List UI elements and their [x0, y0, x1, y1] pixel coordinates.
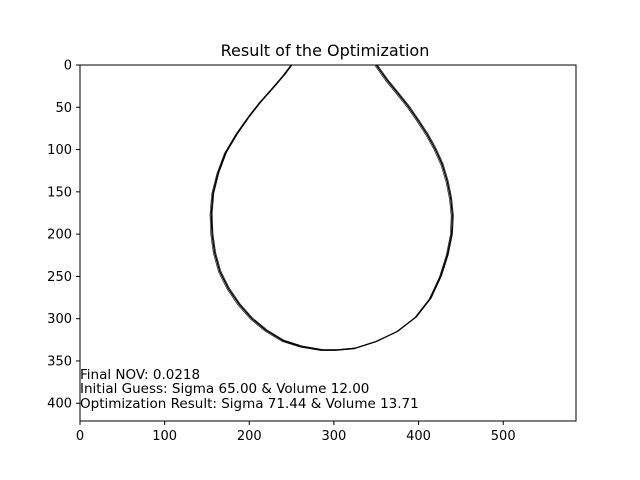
y-tick-label: 200 [47, 228, 72, 243]
x-tick-label: 400 [406, 429, 431, 444]
y-axis: 0 50 100 150 200 250 300 350 400 [47, 59, 80, 412]
y-tick-label: 150 [47, 185, 72, 200]
y-tick-label: 100 [47, 143, 72, 158]
annotation-optimization-result: Optimization Result: Sigma 71.44 & Volum… [80, 396, 419, 412]
y-tick-label: 300 [47, 312, 72, 327]
y-tick-label: 250 [47, 270, 72, 285]
x-axis: 0 100 200 300 400 500 [76, 421, 516, 444]
x-tick-label: 500 [491, 429, 516, 444]
y-tick-label: 400 [47, 397, 72, 412]
chart-title: Result of the Optimization [221, 41, 430, 60]
drop-profile-trace [211, 64, 454, 350]
annotations: Final NOV: 0.0218 Initial Guess: Sigma 6… [80, 367, 419, 412]
drop-profile-trace [209, 65, 452, 351]
y-tick-label: 0 [64, 59, 72, 74]
y-tick-label: 350 [47, 354, 72, 369]
annotation-final-nov: Final NOV: 0.0218 [80, 367, 200, 383]
x-tick-label: 200 [237, 429, 262, 444]
x-tick-label: 300 [322, 429, 347, 444]
x-tick-label: 0 [76, 429, 84, 444]
drop-profile-line [210, 64, 454, 351]
plot-area [209, 64, 454, 351]
plot-frame [79, 64, 577, 422]
y-tick-label: 50 [55, 101, 72, 116]
x-tick-label: 100 [152, 429, 177, 444]
annotation-initial-guess: Initial Guess: Sigma 65.00 & Volume 12.0… [80, 381, 369, 397]
